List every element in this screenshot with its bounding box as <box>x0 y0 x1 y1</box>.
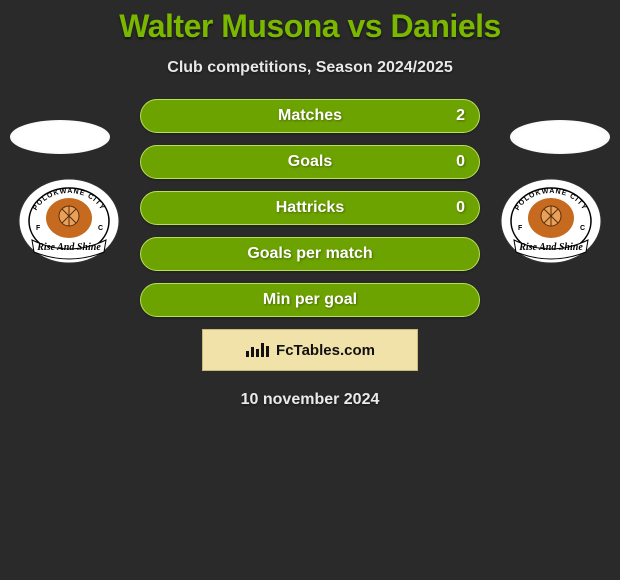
page-subtitle: Club competitions, Season 2024/2025 <box>0 59 620 77</box>
svg-text:F: F <box>518 225 523 232</box>
stat-label: Goals <box>288 153 332 171</box>
svg-text:Rise And Shine: Rise And Shine <box>518 242 583 253</box>
svg-text:F: F <box>36 225 41 232</box>
club-crest-icon: POLOKWANE CITY F C Rise And Shine <box>18 178 120 264</box>
svg-text:C: C <box>98 225 103 232</box>
stat-row: Min per goal <box>140 283 480 317</box>
bar-chart-icon <box>245 343 270 357</box>
player-photo-left <box>10 120 110 154</box>
footer-date: 10 november 2024 <box>0 391 620 409</box>
comparison-infographic: Walter Musona vs Daniels Club competitio… <box>0 0 620 580</box>
stat-row: Hattricks 0 <box>140 191 480 225</box>
svg-text:Rise And Shine: Rise And Shine <box>36 242 101 253</box>
promo-banner[interactable]: FcTables.com <box>202 329 418 371</box>
promo-text: FcTables.com <box>276 342 375 359</box>
stat-row: Goals per match <box>140 237 480 271</box>
stat-label: Goals per match <box>247 245 372 263</box>
player-photo-right <box>510 120 610 154</box>
stat-label: Hattricks <box>276 199 344 217</box>
stats-panel: Matches 2 Goals 0 Hattricks 0 Goals per … <box>140 99 480 317</box>
page-title: Walter Musona vs Daniels <box>0 0 620 45</box>
club-badge-right: POLOKWANE CITY F C Rise And Shine <box>500 178 602 264</box>
stat-value: 2 <box>456 107 465 125</box>
stat-label: Matches <box>278 107 342 125</box>
svg-text:C: C <box>580 225 585 232</box>
stat-row: Matches 2 <box>140 99 480 133</box>
stat-label: Min per goal <box>263 291 357 309</box>
club-crest-icon: POLOKWANE CITY F C Rise And Shine <box>500 178 602 264</box>
stat-value: 0 <box>456 153 465 171</box>
stat-value: 0 <box>456 199 465 217</box>
club-badge-left: POLOKWANE CITY F C Rise And Shine <box>18 178 120 264</box>
stat-row: Goals 0 <box>140 145 480 179</box>
